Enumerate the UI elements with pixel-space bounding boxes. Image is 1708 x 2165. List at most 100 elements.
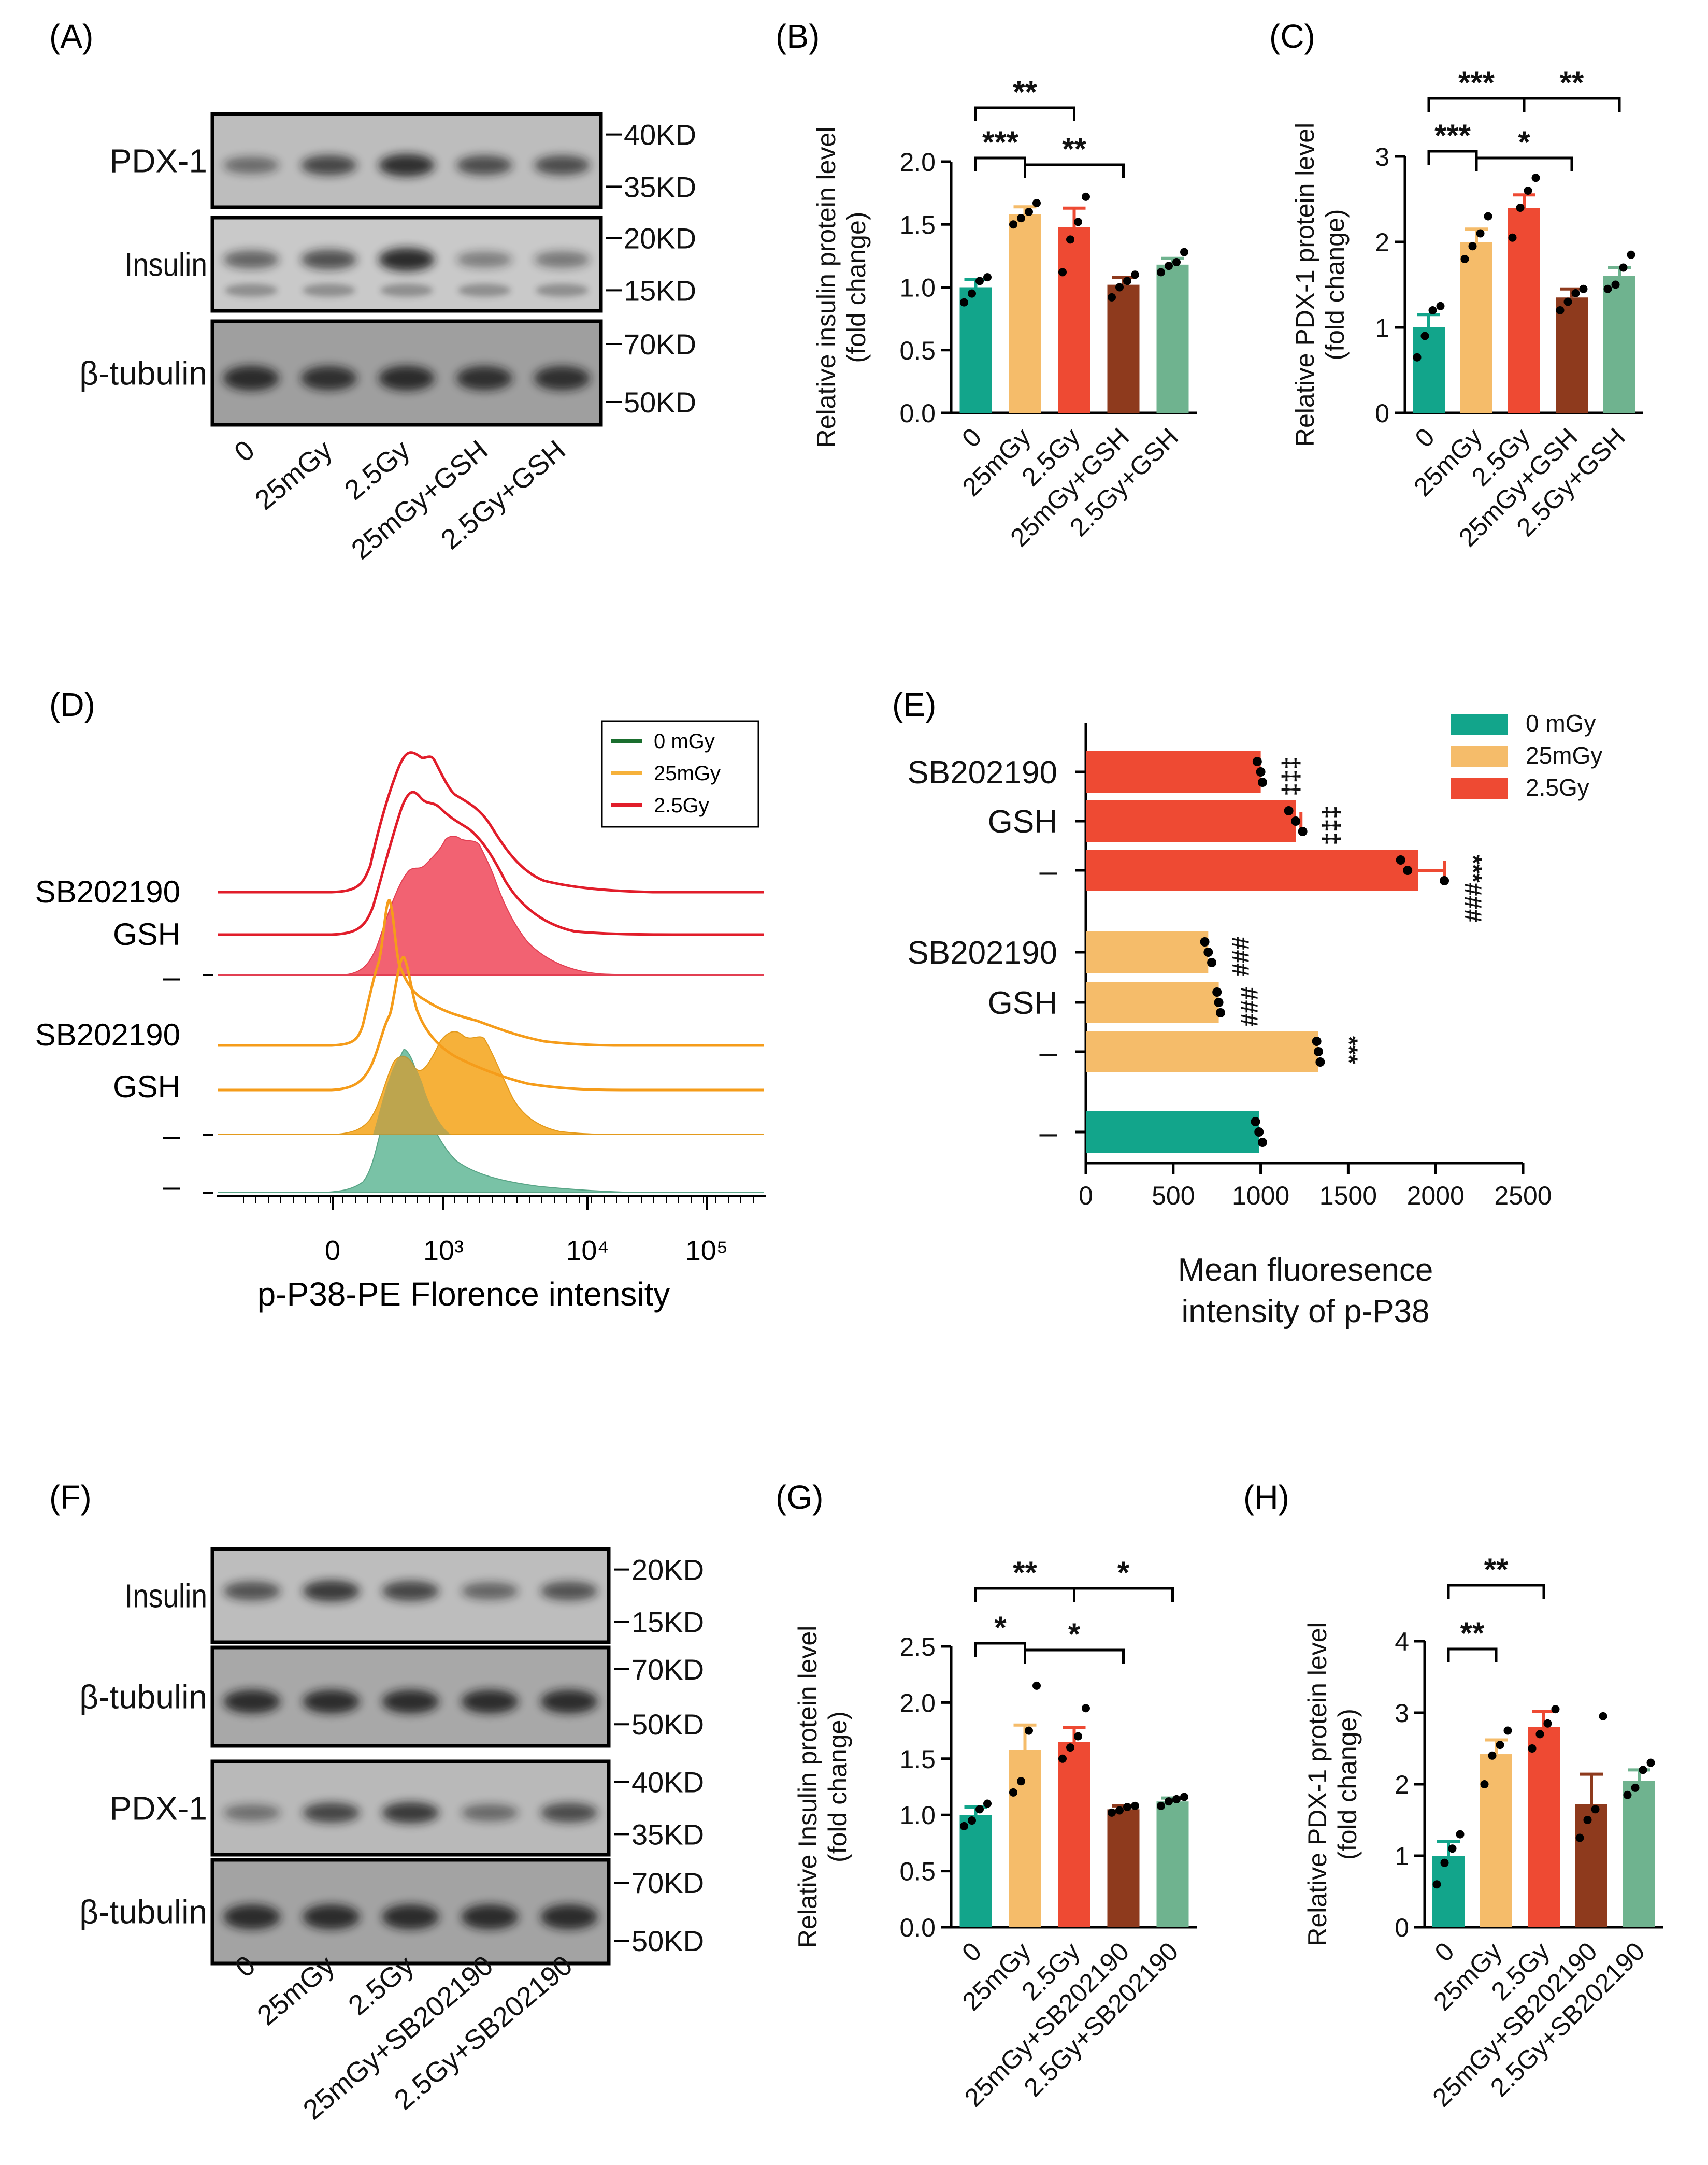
significance-bracket	[974, 156, 1026, 171]
blot-band	[456, 251, 512, 268]
data-point	[1456, 1830, 1465, 1839]
x-tick-label: 0	[1410, 422, 1440, 453]
significance-bracket	[1427, 97, 1526, 112]
data-point	[1131, 1801, 1139, 1810]
bar	[1058, 1742, 1090, 1927]
legend-swatch	[1451, 778, 1508, 799]
legend-label: 25mGy	[1526, 742, 1602, 769]
y-tick-label: 2.0	[899, 148, 936, 177]
blot-band	[379, 365, 435, 391]
chart-b: 0.0 0.5 1.0 1.5 2.0 Relative insulin protein …	[812, 75, 1197, 552]
legend-swatch	[1451, 746, 1508, 767]
y-tick-label: SB202190	[907, 755, 1057, 791]
significance-bracket	[974, 106, 1075, 121]
row-label-gsh-orange: GSH	[113, 1069, 180, 1104]
data-point	[1396, 855, 1405, 865]
data-point	[1315, 1057, 1325, 1067]
data-point	[975, 277, 984, 285]
data-point	[1524, 187, 1532, 195]
blot-band	[461, 1804, 519, 1822]
y-tick-label: 2.0	[899, 1688, 936, 1717]
data-point	[1428, 306, 1437, 314]
bar	[1058, 227, 1090, 413]
data-point	[1476, 229, 1485, 238]
data-point	[960, 298, 968, 307]
blot-band	[223, 156, 279, 174]
y-tick-label: 1.0	[899, 274, 936, 303]
data-point	[1639, 1766, 1647, 1774]
data-point	[1009, 1788, 1017, 1797]
blot-band	[382, 1581, 439, 1601]
data-point	[975, 1805, 984, 1814]
data-point	[1180, 1793, 1188, 1801]
y-tick-label: 3	[1395, 1699, 1409, 1728]
data-point	[1123, 1803, 1131, 1812]
data-point	[968, 1816, 976, 1825]
blot-a: PDX-1 40KD 35KD Insulin 20KD 15KD β-tubulin 70K…	[79, 112, 696, 566]
marker-label: 40KD	[631, 1766, 704, 1799]
y-tick-label: 0	[1375, 399, 1389, 428]
data-point	[1440, 1858, 1449, 1867]
data-point	[1646, 1758, 1655, 1767]
blot-band	[223, 1581, 281, 1601]
blot-band-minor	[458, 283, 511, 297]
blot-band	[534, 155, 590, 176]
legend-label: 2.5Gy	[1526, 774, 1589, 801]
data-point	[1108, 1808, 1116, 1817]
x-tick-label: 1500	[1319, 1181, 1377, 1210]
data-point	[1631, 1783, 1640, 1792]
data-point	[1082, 1704, 1090, 1713]
bar	[1086, 1111, 1259, 1153]
data-point	[1074, 218, 1082, 226]
marker-label: 40KD	[624, 119, 696, 151]
y-tick-label: 2	[1395, 1770, 1409, 1799]
data-point	[1200, 937, 1210, 947]
data-point	[1108, 293, 1116, 302]
bar	[1086, 931, 1209, 973]
marker-label: 50KD	[631, 1925, 704, 1957]
blot-band	[382, 1802, 439, 1824]
significance-bracket	[974, 1587, 1075, 1602]
data-point	[1066, 235, 1074, 244]
data-point	[1115, 1806, 1124, 1815]
y-tick-label: 1.5	[899, 210, 936, 239]
data-point	[1535, 1730, 1544, 1739]
blot-band	[223, 250, 279, 269]
row-label-dash-red: –	[163, 959, 181, 994]
bar	[1107, 1809, 1140, 1927]
data-point	[1583, 1816, 1592, 1824]
chart-c: 0 1 2 3 Relative PDX-1 protein level (fold ch…	[1290, 65, 1643, 552]
data-point	[1413, 353, 1422, 362]
panel-label-h: (H)	[1243, 1479, 1289, 1516]
y-axis-title: Relative PDX-1 protein level	[1290, 123, 1319, 447]
bar	[1086, 800, 1296, 842]
bar	[1623, 1781, 1655, 1927]
blot-band	[223, 1689, 281, 1714]
blot-band	[303, 1802, 360, 1823]
data-point	[1468, 242, 1477, 251]
lane-label: 0	[228, 434, 261, 468]
blot-band	[303, 1689, 360, 1714]
data-point	[1157, 1801, 1165, 1810]
hist-25gy-sb-line	[218, 751, 764, 894]
significance-bracket	[1024, 163, 1125, 178]
significance-label: ###	[1236, 987, 1263, 1027]
row-label-dash-orange: –	[163, 1118, 181, 1153]
x-axis-title: Mean fluoresence	[1178, 1252, 1433, 1288]
significance-label: *	[1117, 1555, 1130, 1590]
flow-histogram-d: 0 mGy 25mGy 2.5Gy SB202190 GSH – SB20219…	[35, 720, 766, 1313]
significance-label: **	[1484, 1552, 1509, 1587]
marker-label: 70KD	[624, 328, 696, 361]
blot-band-minor	[536, 283, 589, 297]
panel-label-f: (F)	[49, 1479, 92, 1516]
blot-row-label: β-tubulin	[79, 1893, 207, 1930]
significance-label: ‡‡‡	[1278, 756, 1305, 796]
data-point	[1531, 174, 1540, 182]
chart-g: 0.0 0.5 1.0 1.5 2.0 2.5 Relative Insulin prote…	[793, 1555, 1197, 2113]
data-point	[1556, 306, 1565, 314]
data-point	[1257, 778, 1267, 787]
data-point	[1214, 998, 1224, 1007]
bar	[1107, 284, 1140, 413]
data-point	[1203, 948, 1213, 957]
